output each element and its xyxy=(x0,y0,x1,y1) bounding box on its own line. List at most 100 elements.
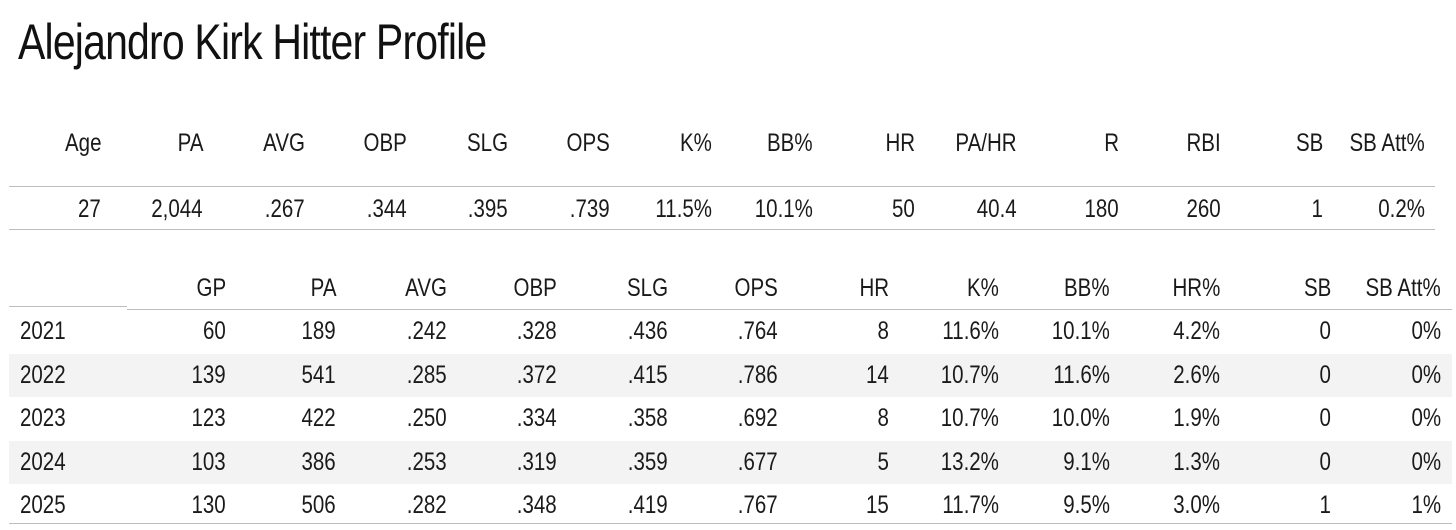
season-ops: .677 xyxy=(738,447,778,476)
season-pa: 422 xyxy=(301,404,336,432)
career-header-divider xyxy=(9,186,1435,187)
season-sb: 1 xyxy=(1319,491,1331,519)
career-value-sb: 1 xyxy=(1311,195,1323,223)
season-header-hr: HR xyxy=(859,274,889,302)
page-title: Alejandro Kirk Hitter Profile xyxy=(18,14,487,70)
season-header-divider xyxy=(127,309,1452,310)
season-header-pa: PA xyxy=(310,274,336,302)
season-sb-att-pct: 0% xyxy=(1411,317,1441,345)
season-year: 2021 xyxy=(20,317,66,345)
season-hr: 8 xyxy=(877,317,889,345)
career-value-pa: 2,044 xyxy=(151,195,203,223)
season-sb-att-pct: 0% xyxy=(1411,447,1441,476)
season-slg: .358 xyxy=(628,404,668,432)
season-hr-pct: 1.3% xyxy=(1173,447,1220,476)
season-header-sb-att-pct: SB Att% xyxy=(1365,274,1441,302)
career-value-age: 27 xyxy=(78,195,101,223)
season-pa: 189 xyxy=(301,317,336,345)
season-sb: 0 xyxy=(1319,404,1331,432)
career-header-r: R xyxy=(1104,129,1119,157)
season-ops: .767 xyxy=(738,491,778,519)
season-header-ops: OPS xyxy=(734,274,778,302)
season-ops: .764 xyxy=(738,317,778,345)
season-row-band xyxy=(9,353,1452,397)
season-obp: .319 xyxy=(517,447,557,476)
career-header-rbi: RBI xyxy=(1186,129,1221,157)
season-gp: 103 xyxy=(191,447,226,476)
season-gp: 123 xyxy=(191,404,226,432)
season-header-k-pct: K% xyxy=(967,274,999,302)
career-value-avg: .267 xyxy=(265,195,305,223)
career-header-bb-pct: BB% xyxy=(767,129,813,157)
season-bottom-border xyxy=(9,523,1452,524)
career-header-avg: AVG xyxy=(263,129,305,157)
season-bb-pct: 11.6% xyxy=(1053,360,1110,389)
season-gp: 139 xyxy=(191,360,226,389)
season-slg: .436 xyxy=(628,317,668,345)
season-hr-pct: 4.2% xyxy=(1173,317,1220,345)
season-sb: 0 xyxy=(1319,360,1331,389)
season-k-pct: 13.2% xyxy=(940,447,999,476)
career-value-obp: .344 xyxy=(367,195,407,223)
season-slg: .415 xyxy=(628,360,668,389)
career-bottom-border xyxy=(9,229,1435,230)
season-avg: .242 xyxy=(407,317,447,345)
season-slg: .419 xyxy=(628,491,668,519)
career-value-k-pct: 11.5% xyxy=(655,195,712,223)
season-hr-pct: 3.0% xyxy=(1173,491,1220,519)
season-obp: .372 xyxy=(517,360,557,389)
season-ops: .692 xyxy=(738,404,778,432)
season-sb-att-pct: 1% xyxy=(1411,491,1441,519)
season-year: 2025 xyxy=(20,491,66,519)
season-k-pct: 11.7% xyxy=(942,491,999,519)
season-header-gp: GP xyxy=(196,274,226,302)
season-header-hr-pct: HR% xyxy=(1172,274,1220,302)
season-hr: 8 xyxy=(877,404,889,432)
career-header-pa: PA xyxy=(177,129,203,157)
season-bb-pct: 9.1% xyxy=(1063,447,1110,476)
season-obp: .328 xyxy=(517,317,557,345)
career-value-sb-att-pct: 0.2% xyxy=(1378,195,1425,223)
season-bb-pct: 10.0% xyxy=(1051,404,1110,432)
season-slg: .359 xyxy=(628,447,668,476)
season-year: 2023 xyxy=(20,404,66,432)
career-header-pa-per-hr: PA/HR xyxy=(955,129,1017,157)
career-value-rbi: 260 xyxy=(1186,195,1221,223)
career-header-k-pct: K% xyxy=(680,129,712,157)
career-header-sb-att-pct: SB Att% xyxy=(1349,129,1425,157)
season-hr: 15 xyxy=(866,491,889,519)
season-k-pct: 11.6% xyxy=(942,317,999,345)
career-header-sb: SB xyxy=(1295,129,1323,157)
season-sb-att-pct: 0% xyxy=(1411,360,1441,389)
career-header-slg: SLG xyxy=(466,129,508,157)
season-gp: 60 xyxy=(203,317,226,345)
season-hr-pct: 1.9% xyxy=(1173,404,1220,432)
career-value-pa-per-hr: 40.4 xyxy=(977,195,1017,223)
career-value-ops: .739 xyxy=(570,195,610,223)
season-bb-pct: 10.1% xyxy=(1051,317,1110,345)
season-header-bb-pct: BB% xyxy=(1064,274,1110,302)
season-header-sb: SB xyxy=(1303,274,1331,302)
career-value-r: 180 xyxy=(1084,195,1119,223)
season-row-band xyxy=(9,440,1452,484)
career-value-slg: .395 xyxy=(468,195,508,223)
season-year: 2024 xyxy=(20,447,66,476)
season-obp: .348 xyxy=(517,491,557,519)
career-value-hr: 50 xyxy=(892,195,915,223)
season-sb: 0 xyxy=(1319,447,1331,476)
season-sb: 0 xyxy=(1319,317,1331,345)
season-pa: 506 xyxy=(301,491,336,519)
career-header-hr: HR xyxy=(885,129,915,157)
season-obp: .334 xyxy=(517,404,557,432)
season-pa: 386 xyxy=(301,447,336,476)
season-header-slg: SLG xyxy=(626,274,668,302)
season-avg: .253 xyxy=(407,447,447,476)
season-avg: .285 xyxy=(407,360,447,389)
season-k-pct: 10.7% xyxy=(940,404,999,432)
season-header-obp: OBP xyxy=(513,274,557,302)
career-header-age: Age xyxy=(64,129,101,157)
career-header-ops: OPS xyxy=(566,129,610,157)
career-header-obp: OBP xyxy=(363,129,407,157)
season-hr: 14 xyxy=(866,360,889,389)
career-value-bb-pct: 10.1% xyxy=(754,195,813,223)
